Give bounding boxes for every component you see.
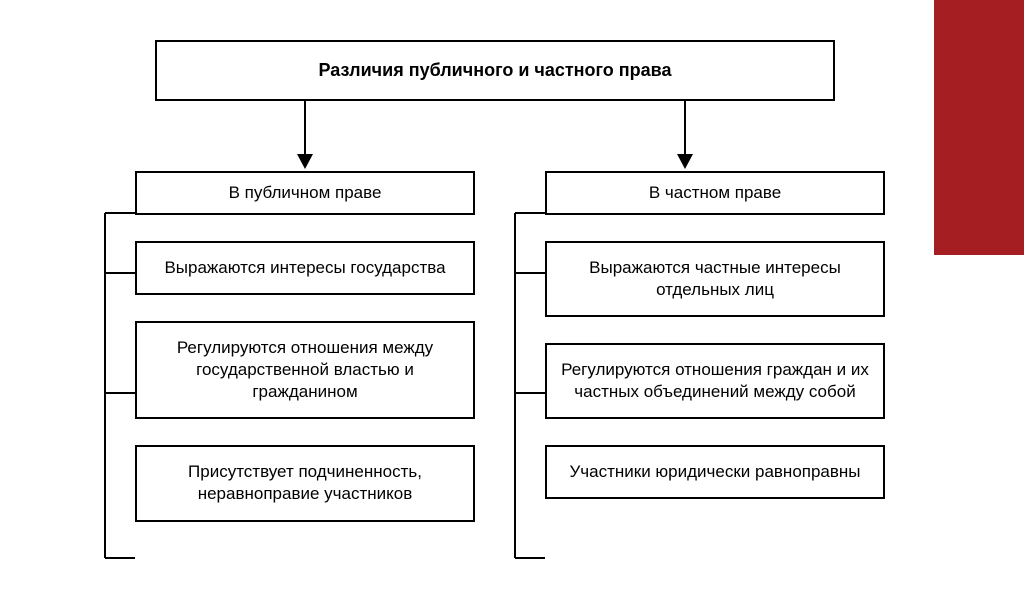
column-item: Выражаются частные интересы отдельных ли… bbox=[545, 241, 885, 317]
column-item: Выражаются интересы государства bbox=[135, 241, 475, 295]
diagram-title: Различия публичного и частного права bbox=[155, 40, 835, 101]
connector-arrows bbox=[105, 101, 885, 171]
column-item: Регулируются отношения граждан и их част… bbox=[545, 343, 885, 419]
column-item: Присутствует подчиненность, неравноправи… bbox=[135, 445, 475, 521]
column-public: В публичном праве Выражаются интересы го… bbox=[105, 171, 475, 522]
column-item: Регулируются отношения между государстве… bbox=[135, 321, 475, 419]
diagram-container: Различия публичного и частного права В п… bbox=[105, 40, 885, 522]
column-header-public: В публичном праве bbox=[135, 171, 475, 215]
column-header-private: В частном праве bbox=[545, 171, 885, 215]
right-side-connector bbox=[515, 213, 547, 593]
left-side-connector bbox=[105, 213, 137, 593]
column-item: Участники юридически равноправны bbox=[545, 445, 885, 499]
columns-wrapper: В публичном праве Выражаются интересы го… bbox=[105, 171, 885, 522]
column-private: В частном праве Выражаются частные интер… bbox=[515, 171, 885, 522]
accent-bar bbox=[934, 0, 1024, 255]
